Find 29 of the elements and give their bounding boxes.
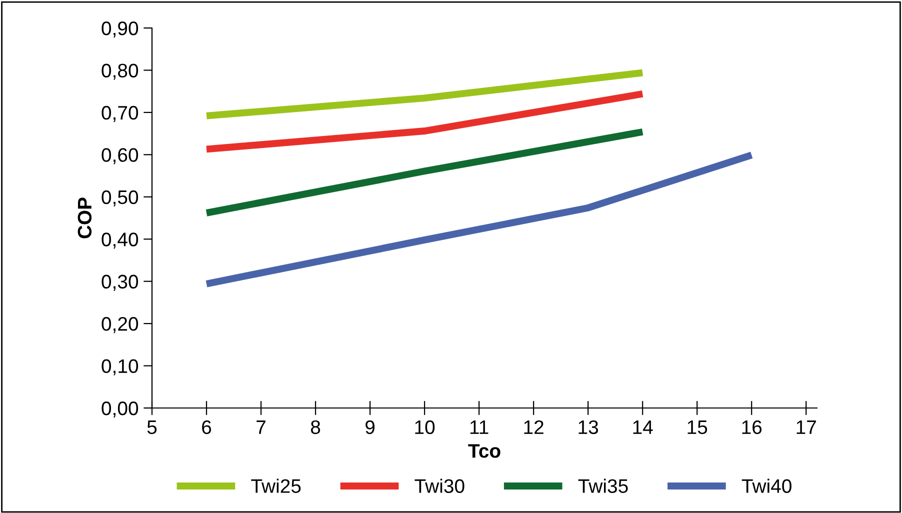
x-tick-label: 15 <box>688 420 708 434</box>
x-tick-label: 14 <box>633 420 653 434</box>
legend-label: Twi25 <box>251 478 301 493</box>
x-tick-label: 11 <box>470 420 488 434</box>
x-tick-label: 12 <box>524 420 544 434</box>
y-tick-label: 0,00 <box>102 401 138 418</box>
y-tick-label: 0,20 <box>102 317 138 334</box>
x-tick-label: 8 <box>310 420 320 434</box>
y-tick-label: 0,60 <box>102 148 138 164</box>
y-tick-label: 0,70 <box>102 106 138 122</box>
x-tick-label: 17 <box>796 420 816 434</box>
legend-label: Twi40 <box>742 478 792 493</box>
x-tick-label: 7 <box>256 420 266 434</box>
y-axis-title: COP <box>78 198 92 238</box>
x-tick-label: 13 <box>578 420 598 434</box>
x-tick-label: 9 <box>366 420 375 434</box>
legend-label: Twi30 <box>414 478 464 493</box>
y-tick-label: 0,40 <box>102 232 138 249</box>
y-tick-label: 0,80 <box>102 64 138 80</box>
legend-label: Twi35 <box>578 478 628 493</box>
x-tick-label: 5 <box>147 420 157 434</box>
x-tick-label: 10 <box>415 420 435 434</box>
x-axis-title: Tco <box>468 444 500 458</box>
y-tick-label: 0,90 <box>102 21 138 38</box>
x-tick-label: 6 <box>202 420 212 434</box>
y-tick-label: 0,10 <box>102 359 138 376</box>
y-tick-label: 0,30 <box>102 274 138 291</box>
x-tick-label: 16 <box>742 420 762 434</box>
y-tick-label: 0,50 <box>102 190 138 206</box>
